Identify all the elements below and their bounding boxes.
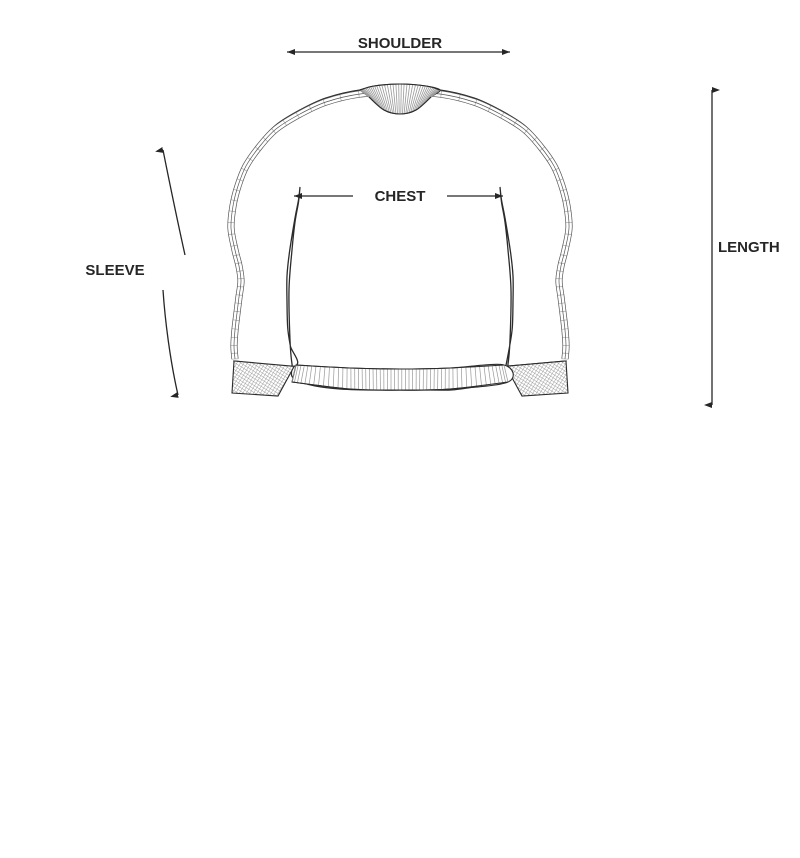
svg-text:CHEST: CHEST — [375, 188, 426, 205]
svg-text:LENGTH: LENGTH — [718, 239, 780, 256]
svg-text:SLEEVE: SLEEVE — [85, 262, 144, 279]
svg-text:SHOULDER: SHOULDER — [358, 35, 442, 52]
